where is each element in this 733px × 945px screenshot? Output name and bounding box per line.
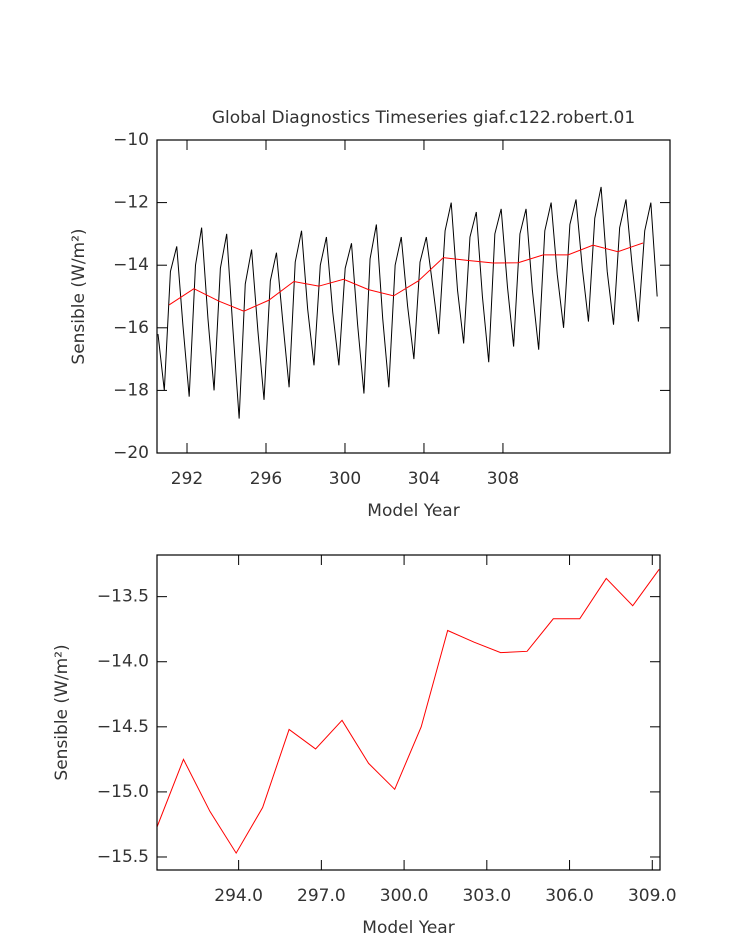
x-tick-label: 306.0 (545, 886, 594, 906)
x-tick-label: 304 (408, 469, 440, 489)
x-tick-label: 294.0 (214, 886, 263, 906)
y-tick-label: −13.5 (97, 587, 149, 607)
y-tick-label: −14.5 (97, 717, 149, 737)
data-line (157, 186, 658, 419)
y-tick-label: −14.0 (97, 652, 149, 672)
x-axis-label: Model Year (367, 501, 459, 521)
y-axis-label: Sensible (W/m²) (69, 228, 89, 364)
plot-frame (156, 139, 671, 454)
x-tick-label: 292 (171, 469, 203, 489)
data-line (168, 242, 644, 312)
x-axis-label: Model Year (362, 918, 454, 938)
x-tick-label: 303.0 (462, 886, 511, 906)
y-tick-label: −15.5 (97, 847, 149, 867)
y-tick-label: −12 (113, 193, 149, 213)
x-tick-label: 297.0 (297, 886, 346, 906)
plot-frame (156, 554, 661, 871)
y-tick-label: −16 (113, 318, 149, 338)
y-tick-label: −20 (113, 443, 149, 463)
y-tick-label: −10 (113, 130, 149, 150)
y-tick-label: −15.0 (97, 782, 149, 802)
y-axis-label: Sensible (W/m²) (52, 644, 72, 780)
y-tick-label: −14 (113, 255, 149, 275)
x-tick-label: 300 (329, 469, 361, 489)
x-tick-label: 308 (487, 469, 519, 489)
y-tick-label: −18 (113, 380, 149, 400)
data-line (157, 569, 660, 855)
x-tick-label: 296 (250, 469, 282, 489)
x-tick-label: 309.0 (628, 886, 677, 906)
chart-title: Global Diagnostics Timeseries giaf.c122.… (212, 108, 635, 128)
x-tick-label: 300.0 (380, 886, 429, 906)
